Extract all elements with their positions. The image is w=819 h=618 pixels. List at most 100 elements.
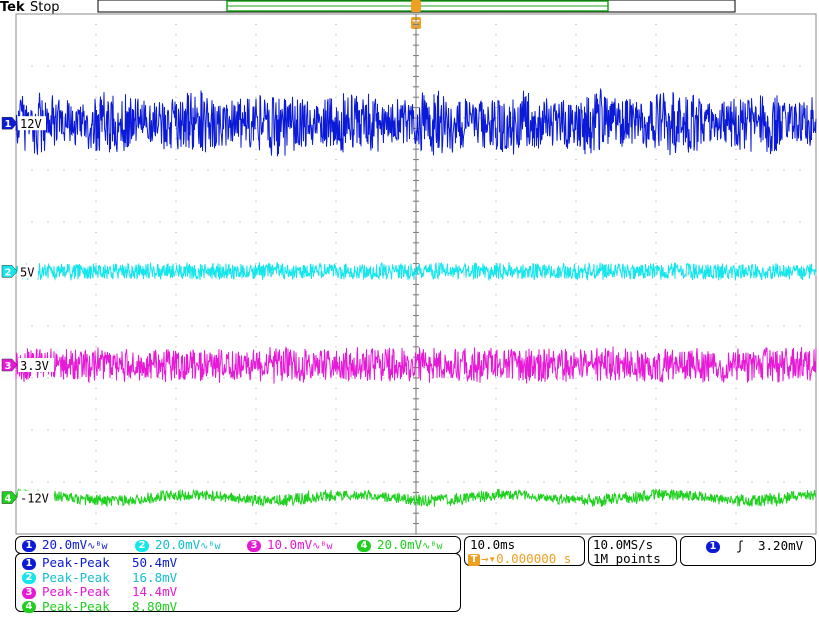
grid-dot xyxy=(575,148,577,150)
grid-dot xyxy=(335,533,337,535)
grid-dot xyxy=(815,429,817,431)
grid-dot xyxy=(575,471,577,473)
grid-dot xyxy=(335,439,337,441)
grid-dot xyxy=(783,221,785,223)
grid-dot xyxy=(239,221,241,223)
grid-dot xyxy=(655,211,657,213)
grid-dot xyxy=(95,377,97,379)
measurement-row[interactable]: 2 Peak-Peak 16.8mV xyxy=(22,570,177,585)
channel-2-marker[interactable]: 2 5V xyxy=(1,264,38,279)
channel-1-marker[interactable]: 1 12V xyxy=(1,116,46,131)
grid-dot xyxy=(255,419,257,421)
grid-dot xyxy=(495,252,497,254)
grid-dot xyxy=(47,65,49,67)
grid-dot xyxy=(463,117,465,119)
trigger-panel[interactable] xyxy=(680,536,816,566)
grid-dot xyxy=(575,23,577,25)
grid-dot xyxy=(335,252,337,254)
grid-dot xyxy=(655,398,657,400)
grid-dot xyxy=(335,44,337,46)
grid-dot xyxy=(607,481,609,483)
trigger-position-value: 0.000000 s xyxy=(496,551,572,566)
timebase-panel[interactable] xyxy=(464,536,585,566)
grid-dot xyxy=(575,335,577,337)
grid-dot xyxy=(127,221,129,223)
grid-dot xyxy=(239,429,241,431)
grid-dot xyxy=(95,356,97,358)
grid-dot xyxy=(335,179,337,181)
grid-dot xyxy=(655,159,657,161)
channel-3-setting[interactable]: 3 10.0mV∿ᴮw xyxy=(247,537,333,552)
grid-dot xyxy=(335,450,337,452)
channel-4-marker[interactable]: 4 -12V xyxy=(1,490,54,506)
grid-dot xyxy=(351,377,353,379)
grid-dot xyxy=(687,65,689,67)
channel-1-setting[interactable]: 1 20.0mV∿ᴮw xyxy=(22,537,108,552)
grid-dot xyxy=(655,450,657,452)
channel-scale: 20.0mV xyxy=(377,537,423,552)
grid-dot xyxy=(655,315,657,317)
grid-dot xyxy=(655,179,657,181)
grid-dot xyxy=(495,179,497,181)
grid-dot xyxy=(239,377,241,379)
measurement-row[interactable]: 3 Peak-Peak 14.4mV xyxy=(22,584,177,599)
grid-dot xyxy=(735,96,737,98)
grid-dot xyxy=(239,169,241,171)
grid-dot xyxy=(175,491,177,493)
grid-dot xyxy=(575,491,577,493)
grid-dot xyxy=(607,169,609,171)
grid-dot xyxy=(175,523,177,525)
grid-dot xyxy=(799,169,801,171)
grid-dot xyxy=(143,221,145,223)
grid-dot xyxy=(655,13,657,15)
grid-dot xyxy=(575,387,577,389)
acquisition-panel[interactable] xyxy=(588,536,677,566)
grid-dot xyxy=(735,335,737,337)
grid-dot xyxy=(575,86,577,88)
grid-dot xyxy=(95,96,97,98)
grid-dot xyxy=(575,315,577,317)
grid-dot xyxy=(495,335,497,337)
measurement-row[interactable]: 4 Peak-Peak 8.80mV xyxy=(22,599,177,614)
grid-dot xyxy=(735,211,737,213)
grid-dot xyxy=(63,325,65,327)
grid-dot xyxy=(255,304,257,306)
grid-dot xyxy=(815,325,817,327)
grid-dot xyxy=(687,377,689,379)
grid-dot xyxy=(255,491,257,493)
grid-dot xyxy=(255,450,257,452)
grid-dot xyxy=(735,408,737,410)
grid-dot xyxy=(511,169,513,171)
grid-dot xyxy=(175,408,177,410)
grid-dot xyxy=(687,169,689,171)
channel-2-setting[interactable]: 2 20.0mV∿ᴮw xyxy=(135,537,221,552)
measurement-row[interactable]: 1 Peak-Peak 50.4mV xyxy=(22,555,177,570)
grid-dot xyxy=(495,304,497,306)
grid-dot xyxy=(735,294,737,296)
grid-dot xyxy=(255,387,257,389)
grid-dot xyxy=(95,491,97,493)
grid-dot xyxy=(255,283,257,285)
grid-dot xyxy=(655,221,657,223)
grid-dot xyxy=(783,429,785,431)
grid-dot xyxy=(175,460,177,462)
channel-3-marker[interactable]: 3 3.3V xyxy=(1,358,54,373)
grid-dot xyxy=(735,34,737,36)
grid-dot xyxy=(175,13,177,15)
grid-dot xyxy=(511,481,513,483)
grid-dot xyxy=(495,294,497,296)
grid-dot xyxy=(527,169,529,171)
grid-dot xyxy=(495,117,497,119)
grid-dot xyxy=(591,325,593,327)
grid-dot xyxy=(271,65,273,67)
grid-dot xyxy=(575,398,577,400)
grid-dot xyxy=(159,377,161,379)
grid-dot xyxy=(15,221,17,223)
grid-dot xyxy=(815,221,817,223)
grid-dot xyxy=(767,65,769,67)
grid-dot xyxy=(623,325,625,327)
grid-dot xyxy=(255,221,257,223)
grid-dot xyxy=(127,169,129,171)
grid-dot xyxy=(95,211,97,213)
channel-4-setting[interactable]: 4 20.0mV∿ᴮw xyxy=(357,537,443,552)
